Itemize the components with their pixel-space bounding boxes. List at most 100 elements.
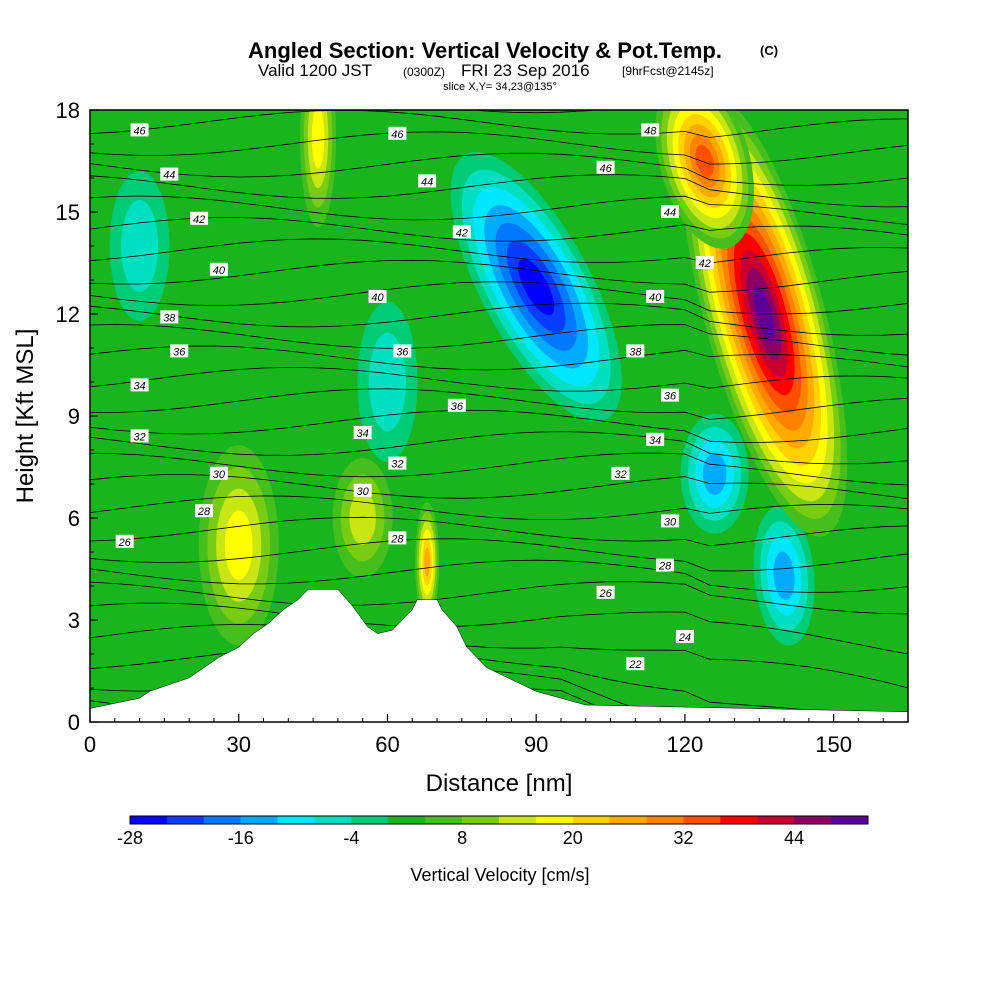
isentrope-label-text: 26 (598, 588, 612, 600)
isentrope-label: 42 (695, 256, 714, 270)
colorbar-tick-label: -4 (343, 828, 359, 848)
x-tick-label: 120 (667, 732, 704, 757)
isentrope-label-text: 36 (451, 401, 464, 413)
isentrope-label: 44 (661, 205, 680, 219)
x-tick-label: 60 (375, 732, 399, 757)
colorbar-swatch (535, 816, 574, 824)
x-axis: 0 30 60 90 120 150 (84, 714, 884, 757)
isentrope-label-text: 40 (649, 292, 662, 304)
isentrope-line (90, 645, 892, 722)
y-tick-label: 0 (68, 710, 80, 735)
isentrope-line (90, 281, 908, 315)
isentrope-label-text: 44 (163, 170, 175, 182)
label-box (388, 531, 407, 545)
colorbar-swatch (646, 816, 684, 824)
terrain-mask (90, 589, 908, 722)
isentrope-line (90, 623, 908, 689)
colorbar-swatch (240, 816, 278, 824)
label-box (626, 344, 645, 358)
isentrope-label: 42 (190, 211, 209, 226)
label-box (115, 534, 134, 548)
isentrope-label-text: 30 (357, 486, 370, 498)
isentrope-label: 40 (209, 262, 228, 277)
velocity-contour-band (349, 491, 376, 545)
label-box (596, 585, 615, 599)
isentrope-label: 36 (170, 344, 189, 358)
x-axis-label: Distance [nm] (426, 770, 573, 797)
isentrope-label: 40 (646, 290, 665, 304)
velocity-contour-band (695, 144, 714, 178)
y-axis-label: Height [Kft MSL] (12, 329, 39, 504)
isentrope-label: 46 (130, 123, 149, 137)
velocity-cell (415, 502, 440, 623)
isentrope-line (90, 366, 908, 392)
colorbar-swatch (166, 816, 205, 824)
colorbar: -28 -16 -4 8 20 32 44 (117, 815, 869, 848)
velocity-contour-band (424, 547, 431, 577)
isentrope-line (90, 538, 908, 572)
isentrope-label-text: 48 (644, 125, 657, 137)
label-box (611, 466, 630, 480)
isentrope-line (90, 110, 908, 138)
label-box (130, 378, 149, 392)
isentrope-label-text: 24 (678, 632, 691, 644)
isentrope-label: 30 (353, 483, 372, 498)
isentrope-line (90, 409, 908, 443)
isentrope-label: 34 (130, 378, 149, 392)
y-axis: 0 3 6 9 12 15 18 (56, 98, 98, 735)
chart-title-tag: (C) (760, 43, 778, 58)
isentrope-label-text: 40 (213, 265, 226, 277)
velocity-contour-band (224, 510, 253, 580)
y-tick-label: 12 (56, 302, 80, 327)
isentrope-label: 40 (368, 290, 387, 304)
chart-title: Angled Section: Vertical Velocity & Pot.… (248, 38, 722, 63)
label-box (393, 344, 412, 358)
subtitle-valid: Valid 1200 JST (258, 61, 372, 80)
isentrope-label-text: 42 (193, 214, 205, 226)
isentrope-label: 26 (115, 534, 134, 549)
colorbar-swatch (203, 816, 241, 824)
subtitle-date: FRI 23 Sep 2016 (461, 61, 590, 80)
isentrope-line (90, 431, 908, 465)
label-box (646, 432, 665, 446)
isentrope-line (90, 345, 908, 371)
isentrope-line (90, 217, 908, 242)
y-tick-label: 18 (56, 98, 80, 123)
velocity-contour-band (773, 551, 795, 601)
colorbar-tick-label: -16 (228, 828, 254, 848)
velocity-cell (680, 413, 749, 534)
isentrope-line (468, 110, 600, 114)
isentrope-label-text: 32 (391, 459, 403, 471)
isentrope-label: 30 (209, 466, 228, 481)
y-tick-label: 3 (68, 608, 80, 633)
label-box (447, 398, 466, 412)
isentrope-label: 26 (596, 585, 615, 600)
colorbar-swatch (351, 816, 389, 824)
isentrope-label-text: 28 (390, 533, 404, 545)
velocity-cell (357, 302, 418, 462)
label-box (675, 630, 694, 643)
velocity-contour-band (311, 110, 325, 169)
y-tick-label: 9 (68, 404, 80, 429)
label-box (661, 514, 680, 528)
label-box (368, 290, 387, 303)
velocity-cell (450, 151, 622, 422)
y-tick-label: 6 (68, 506, 80, 531)
plot-area: 22 24 26 26 28 28 28 30 30 30 32 32 32 34 34 34 36 36 36 36… (90, 110, 908, 722)
isentrope-labels: 22 24 26 26 28 28 28 30 30 30 32 32 32 34 34 34 36 36 36 36… (115, 123, 714, 671)
label-box (209, 466, 228, 480)
label-box (388, 456, 407, 470)
colorbar-swatch (572, 816, 610, 824)
isentrope-label-text: 32 (614, 469, 626, 481)
label-box (388, 126, 407, 140)
isentrope-label: 48 (641, 123, 660, 137)
label-box (209, 262, 228, 276)
isentrope-label: 30 (661, 514, 680, 528)
isentrope-label-text: 34 (133, 380, 145, 392)
isentrope-line (90, 195, 908, 225)
x-tick-label: 0 (84, 732, 96, 757)
label-box (130, 429, 149, 443)
label-box (130, 123, 149, 137)
label-box (190, 211, 209, 225)
isentrope-label: 28 (195, 504, 214, 518)
